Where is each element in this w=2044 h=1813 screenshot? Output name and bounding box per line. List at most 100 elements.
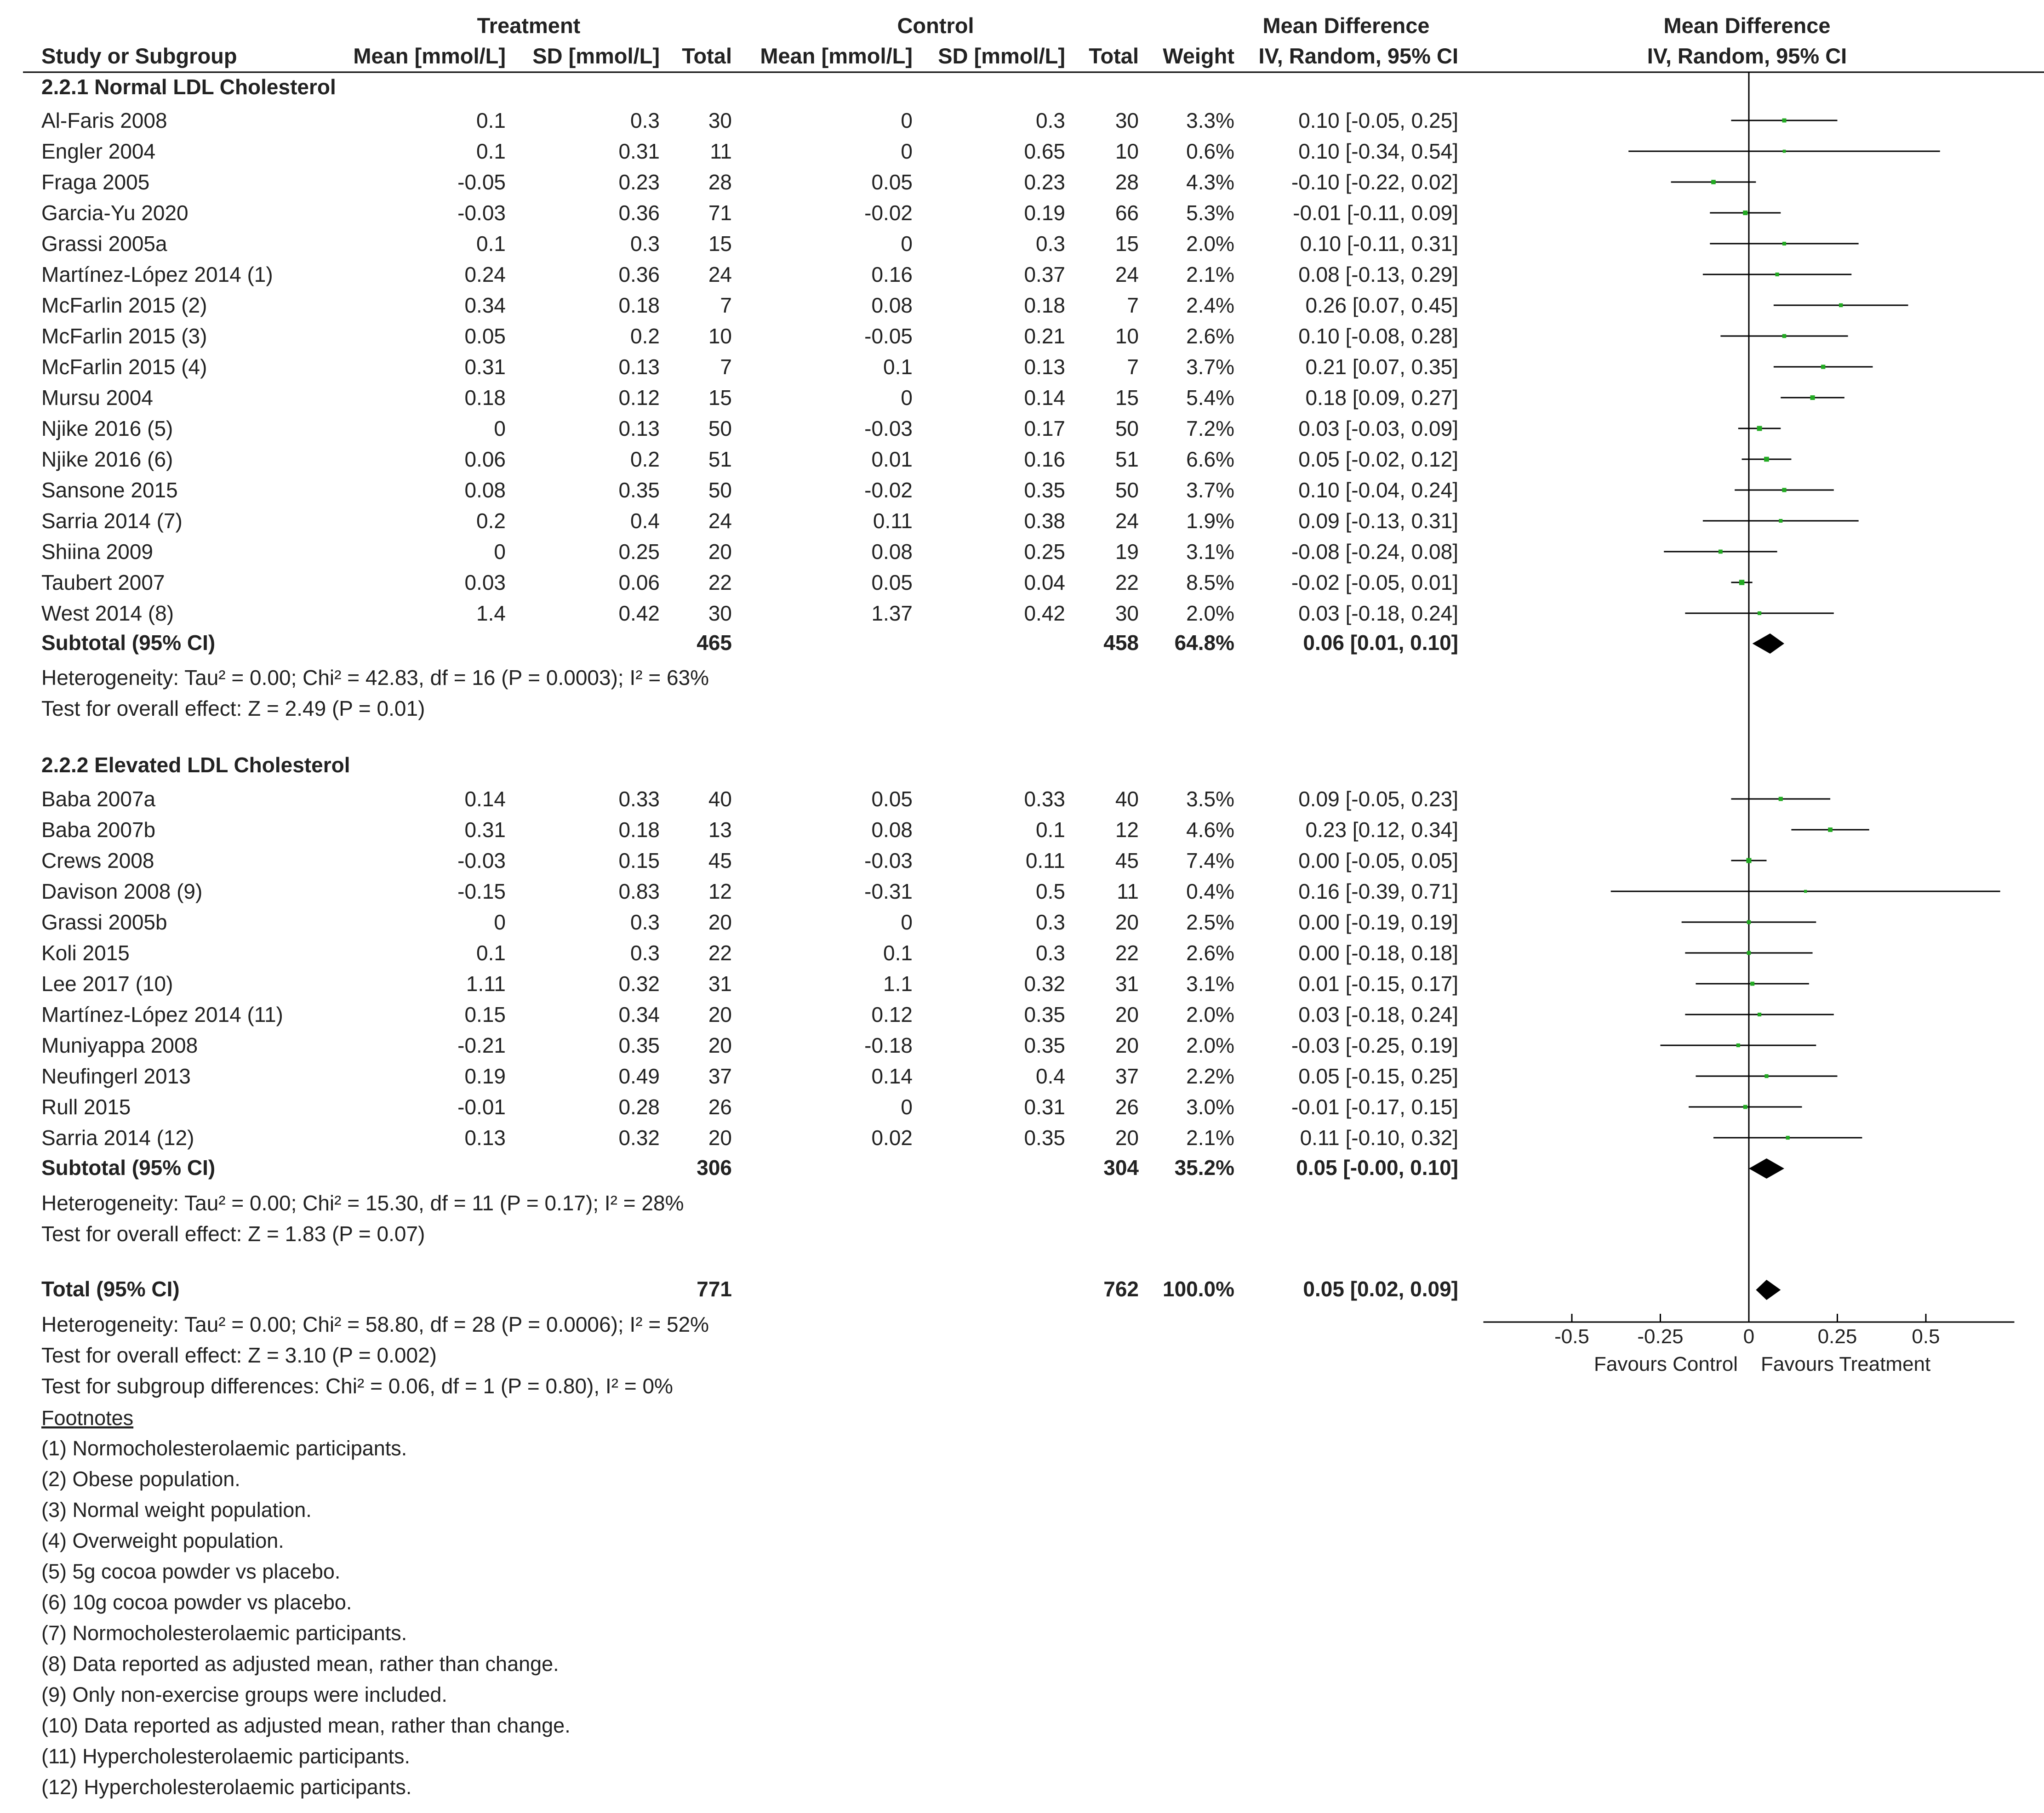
study-t-sd: 0.49 (618, 1064, 660, 1088)
study-ci: -0.02 [-0.05, 0.01] (1291, 570, 1458, 594)
study-label: Sansone 2015 (41, 478, 178, 502)
study-c-sd: 0.11 (1026, 849, 1065, 872)
study-label: Martínez-López 2014 (11) (41, 1003, 283, 1026)
study-weight: 2.0% (1186, 232, 1234, 256)
study-c-mean: 0.16 (871, 262, 913, 286)
study-t-total: 30 (708, 601, 732, 625)
study-c-total: 37 (1115, 1064, 1139, 1088)
study-label: Rull 2015 (41, 1095, 131, 1119)
study-c-mean: 0 (901, 139, 913, 163)
study-t-sd: 0.42 (618, 601, 660, 625)
study-weight: 5.3% (1186, 201, 1234, 225)
subtotal-1-t-total: 465 (697, 631, 732, 655)
study-c-mean: -0.02 (864, 201, 913, 225)
study-c-sd: 0.37 (1024, 262, 1065, 286)
study-t-mean: 0.05 (464, 324, 506, 348)
study-t-total: 7 (720, 293, 732, 317)
study-t-total: 31 (708, 972, 732, 996)
study-ci: 0.03 [-0.18, 0.24] (1298, 1003, 1458, 1026)
study-c-total: 50 (1115, 416, 1139, 440)
study-label: Crews 2008 (41, 849, 154, 872)
study-t-mean: 1.4 (476, 601, 506, 625)
footnote: (11) Hypercholesterolaemic participants. (41, 1745, 410, 1768)
study-c-mean: 0.02 (871, 1126, 913, 1150)
study-t-mean: 0.06 (464, 447, 506, 471)
study-t-mean: 0.1 (476, 232, 506, 256)
study-c-sd: 0.23 (1024, 170, 1065, 194)
study-t-sd: 0.13 (618, 416, 660, 440)
subtotal-1-diamond (1752, 633, 1784, 654)
study-t-sd: 0.3 (630, 108, 660, 132)
study-label: Njike 2016 (6) (41, 447, 173, 471)
study-c-sd: 0.21 (1024, 324, 1065, 348)
point-estimate (1711, 180, 1716, 184)
study-weight: 2.6% (1186, 324, 1234, 348)
study-ci: 0.03 [-0.03, 0.09] (1298, 416, 1458, 440)
study-weight: 2.5% (1186, 910, 1234, 934)
heterogeneity-1: Heterogeneity: Tau² = 0.00; Chi² = 42.83… (41, 666, 709, 690)
header-md-method: IV, Random, 95% CI (1259, 44, 1458, 68)
study-t-mean: 0.08 (464, 478, 506, 502)
study-t-mean: 0.2 (476, 509, 506, 533)
study-label: Grassi 2005b (41, 910, 167, 934)
footnote: (3) Normal weight population. (41, 1498, 312, 1522)
study-t-total: 37 (708, 1064, 732, 1088)
study-c-sd: 0.04 (1024, 570, 1065, 594)
study-t-mean: 0.34 (464, 293, 506, 317)
subtotal-1-ci: 0.06 [0.01, 0.10] (1303, 631, 1458, 655)
study-c-sd: 0.17 (1024, 416, 1065, 440)
study-c-sd: 0.3 (1036, 941, 1065, 965)
study-ci: 0.03 [-0.18, 0.24] (1298, 601, 1458, 625)
study-c-mean: 0.08 (871, 293, 913, 317)
study-weight: 3.1% (1186, 540, 1234, 564)
study-t-mean: -0.01 (457, 1095, 506, 1119)
study-label: Sarria 2014 (12) (41, 1126, 194, 1150)
study-weight: 7.4% (1186, 849, 1234, 872)
study-t-total: 20 (708, 1126, 732, 1150)
study-label: Muniyappa 2008 (41, 1033, 198, 1057)
study-t-mean: 0 (494, 416, 506, 440)
study-t-mean: 0.15 (464, 1003, 506, 1026)
study-ci: 0.05 [-0.15, 0.25] (1298, 1064, 1458, 1088)
study-weight: 2.2% (1186, 1064, 1234, 1088)
study-c-total: 45 (1115, 849, 1139, 872)
study-t-mean: -0.21 (457, 1033, 506, 1057)
study-label: Njike 2016 (5) (41, 416, 173, 440)
study-t-sd: 0.35 (618, 1033, 660, 1057)
study-c-mean: -0.18 (864, 1033, 913, 1057)
study-t-total: 71 (708, 201, 732, 225)
study-c-total: 15 (1115, 232, 1139, 256)
study-t-mean: 0.18 (464, 386, 506, 410)
study-t-sd: 0.2 (630, 324, 660, 348)
study-ci: 0.18 [0.09, 0.27] (1306, 386, 1459, 410)
study-t-total: 30 (708, 108, 732, 132)
study-t-total: 50 (708, 416, 732, 440)
study-c-total: 28 (1115, 170, 1139, 194)
study-c-sd: 0.25 (1024, 540, 1065, 564)
x-tick-label: 0.25 (1818, 1325, 1857, 1348)
study-t-sd: 0.36 (618, 201, 660, 225)
header-c-mean: Mean [mmol/L] (760, 44, 913, 68)
subgroup-differences: Test for subgroup differences: Chi² = 0.… (41, 1374, 673, 1398)
study-ci: 0.10 [-0.04, 0.24] (1298, 478, 1458, 502)
point-estimate (1782, 118, 1787, 123)
study-t-mean: 0.24 (464, 262, 506, 286)
study-t-total: 22 (708, 570, 732, 594)
total-label: Total (95% CI) (41, 1277, 180, 1301)
study-t-total: 20 (708, 1033, 732, 1057)
point-estimate (1821, 365, 1826, 369)
study-c-mean: 0.01 (871, 447, 913, 471)
study-t-sd: 0.15 (618, 849, 660, 872)
study-c-sd: 0.35 (1024, 478, 1065, 502)
study-weight: 8.5% (1186, 570, 1234, 594)
study-c-sd: 0.35 (1024, 1003, 1065, 1026)
study-c-mean: -0.02 (864, 478, 913, 502)
point-estimate (1736, 1043, 1740, 1048)
study-c-total: 40 (1115, 787, 1139, 811)
study-c-mean: 1.1 (883, 972, 913, 996)
overall-effect-1: Test for overall effect: Z = 2.49 (P = 0… (41, 696, 425, 720)
study-t-total: 40 (708, 787, 732, 811)
study-t-mean: -0.05 (457, 170, 506, 194)
subtotal-1-c-total: 458 (1103, 631, 1139, 655)
